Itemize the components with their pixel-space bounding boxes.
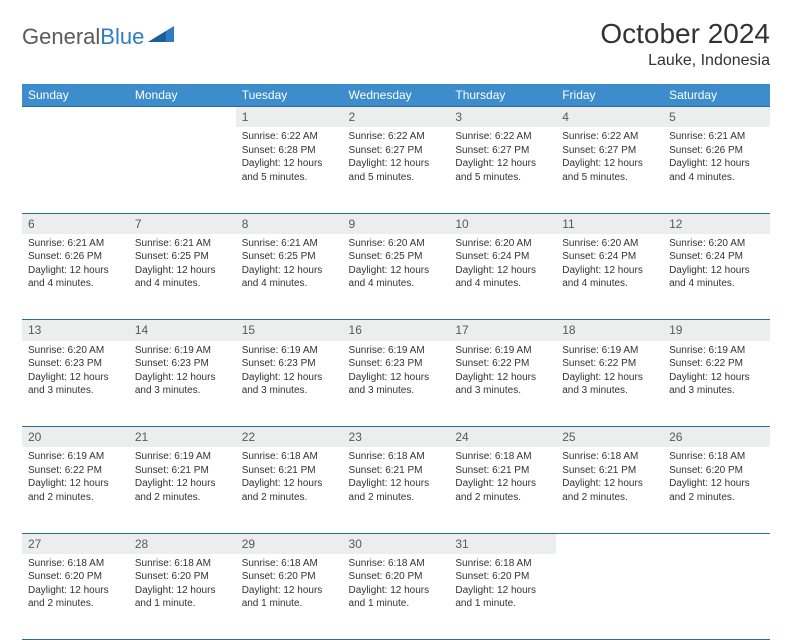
content-row: Sunrise: 6:19 AMSunset: 6:22 PMDaylight:… [22,447,770,533]
daynum-row: 13141516171819 [22,320,770,341]
day-number-cell: 28 [129,533,236,554]
day-number-cell: 8 [236,213,343,234]
day-content-cell: Sunrise: 6:19 AMSunset: 6:23 PMDaylight:… [236,341,343,427]
day-number-cell: 14 [129,320,236,341]
header: GeneralBlue October 2024 Lauke, Indonesi… [22,18,770,70]
day-number-cell: 24 [449,427,556,448]
day-number-cell: 16 [343,320,450,341]
day-content-cell: Sunrise: 6:18 AMSunset: 6:20 PMDaylight:… [129,554,236,640]
day-header: Wednesday [343,84,450,107]
day-content-cell: Sunrise: 6:18 AMSunset: 6:20 PMDaylight:… [449,554,556,640]
daynum-row: 6789101112 [22,213,770,234]
day-number-cell: 4 [556,107,663,128]
day-content-cell: Sunrise: 6:18 AMSunset: 6:20 PMDaylight:… [236,554,343,640]
day-header: Monday [129,84,236,107]
day-content-cell: Sunrise: 6:21 AMSunset: 6:25 PMDaylight:… [236,234,343,320]
day-number-cell: 25 [556,427,663,448]
day-content-cell: Sunrise: 6:19 AMSunset: 6:22 PMDaylight:… [663,341,770,427]
day-number-cell: 7 [129,213,236,234]
day-number-cell: 15 [236,320,343,341]
daynum-row: 12345 [22,107,770,128]
brand-part2: Blue [100,24,144,50]
day-header-row: SundayMondayTuesdayWednesdayThursdayFrid… [22,84,770,107]
location-label: Lauke, Indonesia [600,52,770,70]
day-content-cell: Sunrise: 6:18 AMSunset: 6:21 PMDaylight:… [236,447,343,533]
day-number-cell [22,107,129,128]
daynum-row: 20212223242526 [22,427,770,448]
day-number-cell: 13 [22,320,129,341]
brand-part1: General [22,24,100,50]
day-number-cell: 2 [343,107,450,128]
title-block: October 2024 Lauke, Indonesia [600,18,770,70]
day-number-cell: 29 [236,533,343,554]
day-number-cell [556,533,663,554]
day-content-cell [556,554,663,640]
day-number-cell: 30 [343,533,450,554]
day-content-cell: Sunrise: 6:21 AMSunset: 6:25 PMDaylight:… [129,234,236,320]
day-header: Tuesday [236,84,343,107]
daynum-row: 2728293031 [22,533,770,554]
day-content-cell: Sunrise: 6:18 AMSunset: 6:20 PMDaylight:… [22,554,129,640]
brand-logo: GeneralBlue [22,18,174,50]
day-content-cell: Sunrise: 6:18 AMSunset: 6:21 PMDaylight:… [556,447,663,533]
day-content-cell: Sunrise: 6:18 AMSunset: 6:20 PMDaylight:… [663,447,770,533]
day-content-cell: Sunrise: 6:19 AMSunset: 6:23 PMDaylight:… [343,341,450,427]
day-number-cell: 6 [22,213,129,234]
day-number-cell: 5 [663,107,770,128]
day-content-cell [22,127,129,213]
day-number-cell [129,107,236,128]
day-content-cell: Sunrise: 6:20 AMSunset: 6:25 PMDaylight:… [343,234,450,320]
day-header: Friday [556,84,663,107]
day-number-cell: 19 [663,320,770,341]
day-content-cell: Sunrise: 6:18 AMSunset: 6:21 PMDaylight:… [449,447,556,533]
day-content-cell: Sunrise: 6:18 AMSunset: 6:21 PMDaylight:… [343,447,450,533]
day-content-cell: Sunrise: 6:22 AMSunset: 6:27 PMDaylight:… [449,127,556,213]
page-title: October 2024 [600,18,770,50]
day-number-cell: 31 [449,533,556,554]
day-number-cell: 23 [343,427,450,448]
day-header: Sunday [22,84,129,107]
day-content-cell: Sunrise: 6:19 AMSunset: 6:23 PMDaylight:… [129,341,236,427]
day-content-cell: Sunrise: 6:19 AMSunset: 6:22 PMDaylight:… [556,341,663,427]
day-content-cell [129,127,236,213]
day-number-cell: 18 [556,320,663,341]
day-number-cell: 20 [22,427,129,448]
day-content-cell [663,554,770,640]
logo-triangle-icon [148,24,174,50]
day-content-cell: Sunrise: 6:20 AMSunset: 6:24 PMDaylight:… [449,234,556,320]
day-number-cell: 26 [663,427,770,448]
day-number-cell [663,533,770,554]
day-content-cell: Sunrise: 6:20 AMSunset: 6:24 PMDaylight:… [556,234,663,320]
content-row: Sunrise: 6:20 AMSunset: 6:23 PMDaylight:… [22,341,770,427]
day-content-cell: Sunrise: 6:18 AMSunset: 6:20 PMDaylight:… [343,554,450,640]
day-number-cell: 1 [236,107,343,128]
day-number-cell: 17 [449,320,556,341]
day-content-cell: Sunrise: 6:20 AMSunset: 6:23 PMDaylight:… [22,341,129,427]
day-content-cell: Sunrise: 6:22 AMSunset: 6:27 PMDaylight:… [343,127,450,213]
day-header: Thursday [449,84,556,107]
day-content-cell: Sunrise: 6:21 AMSunset: 6:26 PMDaylight:… [22,234,129,320]
day-content-cell: Sunrise: 6:22 AMSunset: 6:27 PMDaylight:… [556,127,663,213]
calendar-table: SundayMondayTuesdayWednesdayThursdayFrid… [22,84,770,640]
day-content-cell: Sunrise: 6:19 AMSunset: 6:21 PMDaylight:… [129,447,236,533]
day-content-cell: Sunrise: 6:22 AMSunset: 6:28 PMDaylight:… [236,127,343,213]
day-number-cell: 22 [236,427,343,448]
content-row: Sunrise: 6:22 AMSunset: 6:28 PMDaylight:… [22,127,770,213]
day-number-cell: 10 [449,213,556,234]
day-number-cell: 27 [22,533,129,554]
day-number-cell: 11 [556,213,663,234]
day-content-cell: Sunrise: 6:21 AMSunset: 6:26 PMDaylight:… [663,127,770,213]
day-number-cell: 21 [129,427,236,448]
day-content-cell: Sunrise: 6:19 AMSunset: 6:22 PMDaylight:… [22,447,129,533]
day-number-cell: 12 [663,213,770,234]
day-content-cell: Sunrise: 6:20 AMSunset: 6:24 PMDaylight:… [663,234,770,320]
day-header: Saturday [663,84,770,107]
content-row: Sunrise: 6:18 AMSunset: 6:20 PMDaylight:… [22,554,770,640]
day-number-cell: 9 [343,213,450,234]
content-row: Sunrise: 6:21 AMSunset: 6:26 PMDaylight:… [22,234,770,320]
day-number-cell: 3 [449,107,556,128]
day-content-cell: Sunrise: 6:19 AMSunset: 6:22 PMDaylight:… [449,341,556,427]
